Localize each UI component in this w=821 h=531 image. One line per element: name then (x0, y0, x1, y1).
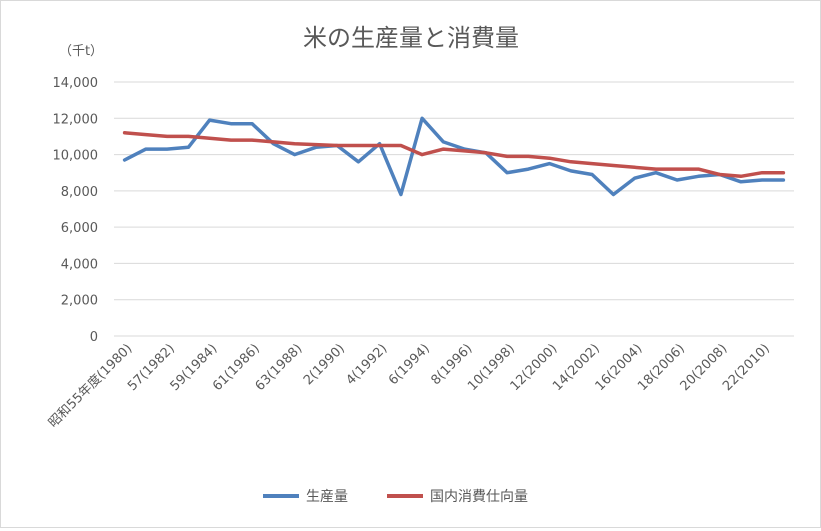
y-tick-label: 10,000 (53, 149, 99, 164)
chart-title: 米の生産量と消費量 (303, 24, 519, 52)
series-line-production (122, 116, 786, 197)
y-tick-label: 14,000 (53, 76, 99, 91)
x-tick-label: 22(2010) (720, 341, 773, 394)
y-tick-label: 12,000 (53, 112, 99, 127)
y-tick-label: 6,000 (61, 221, 98, 236)
x-tick-label: 昭和55年度(1980) (45, 341, 135, 431)
legend-label-domestic-consumption: 国内消費仕向量 (430, 489, 528, 505)
y-tick-label: 4,000 (61, 257, 98, 272)
y-tick-label: 8,000 (61, 185, 98, 200)
x-tick-label: 4(1992) (343, 341, 390, 388)
gridlines (114, 81, 794, 337)
x-axis-ticks: 昭和55年度(1980)57(1982)59(1984)61(1986)63(1… (45, 341, 773, 431)
series-line-domestic-consumption (122, 131, 786, 179)
y-tick-label: 2,000 (61, 294, 98, 309)
x-tick-label: 6(1994) (386, 341, 433, 388)
x-tick-label: 63(1988) (253, 341, 306, 394)
legend: 生産量 国内消費仕向量 (263, 489, 528, 505)
y-axis-unit-label: （千t） (59, 44, 103, 59)
y-tick-label: 0 (90, 330, 98, 345)
series-lines (122, 116, 786, 197)
x-tick-label: 2(1990) (301, 341, 348, 388)
legend-label-production: 生産量 (306, 489, 348, 505)
y-axis-ticks: 0 2,000 4,000 6,000 8,000 10,000 12,000 14,000 (53, 76, 99, 345)
